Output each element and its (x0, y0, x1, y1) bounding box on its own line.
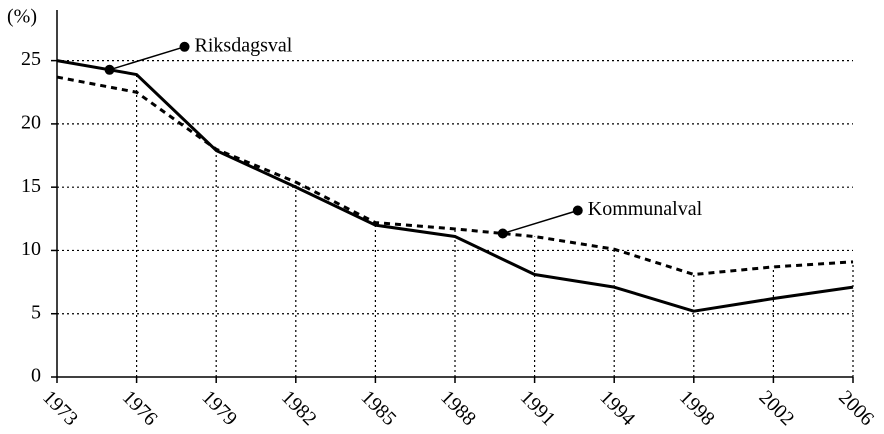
y-tick-label: 15 (21, 175, 41, 197)
x-tick-label: 2002 (755, 386, 799, 430)
y-tick-label: 25 (21, 48, 41, 70)
x-tick-label: 1982 (277, 386, 321, 430)
y-tick-label: 0 (31, 365, 41, 387)
callout-line (502, 209, 578, 235)
legend-label: Riksdagsval (195, 34, 293, 56)
callout-line (109, 46, 185, 71)
x-tick-label: 1985 (357, 386, 401, 430)
callout-dot (497, 228, 508, 239)
y-axis-label: (%) (7, 6, 37, 28)
x-tick-label: 1991 (516, 386, 560, 430)
legend-label: Kommunalval (588, 198, 703, 220)
series-line (56, 59, 854, 313)
x-tick-label: 1988 (436, 386, 480, 430)
x-tick-label: 1976 (118, 386, 162, 430)
y-tick-label: 10 (21, 238, 41, 260)
x-tick-label: 1973 (38, 386, 82, 430)
callout-dot (572, 205, 583, 216)
y-tick-label: 20 (21, 111, 41, 133)
x-tick-label: 2006 (834, 386, 878, 430)
y-tick-label: 5 (31, 301, 41, 323)
x-tick-label: 1998 (675, 386, 719, 430)
x-tick-label: 1994 (595, 386, 639, 430)
callout-dot (179, 41, 190, 52)
x-tick-label: 1979 (197, 386, 241, 430)
series-line (56, 75, 854, 276)
callout-dot (104, 64, 115, 75)
